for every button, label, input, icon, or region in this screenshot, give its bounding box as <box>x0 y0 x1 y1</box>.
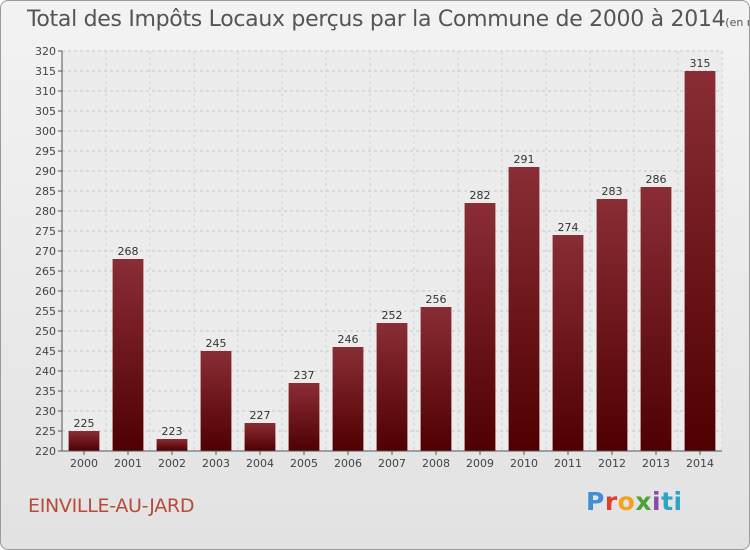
x-tick-label: 2008 <box>422 457 450 470</box>
data-label: 223 <box>162 425 183 438</box>
y-tick-label: 295 <box>35 145 56 158</box>
bar <box>420 307 452 451</box>
logo-letter: o <box>617 487 636 516</box>
x-tick-label: 2013 <box>642 457 670 470</box>
logo-letter: r <box>604 487 618 516</box>
x-tick-label: 2001 <box>114 457 142 470</box>
data-label: 315 <box>690 57 711 70</box>
bar <box>112 259 144 451</box>
data-label: 291 <box>514 153 535 166</box>
bar <box>244 423 276 451</box>
y-tick-label: 300 <box>35 125 56 138</box>
proxiti-logo: Proxiti <box>586 487 683 516</box>
x-tick-label: 2012 <box>598 457 626 470</box>
x-tick-label: 2010 <box>510 457 538 470</box>
bar <box>332 347 364 451</box>
y-tick-label: 245 <box>35 345 56 358</box>
data-label: 246 <box>338 333 359 346</box>
data-label: 283 <box>602 185 623 198</box>
x-tick-label: 2000 <box>70 457 98 470</box>
y-tick-label: 260 <box>35 285 56 298</box>
x-tick-label: 2011 <box>554 457 582 470</box>
bar <box>508 167 540 451</box>
data-label: 268 <box>118 245 139 258</box>
data-label: 286 <box>646 173 667 186</box>
x-tick-label: 2002 <box>158 457 186 470</box>
data-label: 274 <box>558 221 579 234</box>
x-tick-label: 2004 <box>246 457 274 470</box>
chart-title-unit: (en milliers d'€) <box>725 16 749 29</box>
y-tick-label: 265 <box>35 265 56 278</box>
y-tick-label: 230 <box>35 405 56 418</box>
x-tick-label: 2009 <box>466 457 494 470</box>
y-tick-label: 280 <box>35 205 56 218</box>
y-tick-label: 315 <box>35 65 56 78</box>
logo-letter: ti <box>661 487 683 516</box>
x-tick-label: 2005 <box>290 457 318 470</box>
bar <box>464 203 496 451</box>
y-tick-label: 305 <box>35 105 56 118</box>
y-tick-label: 255 <box>35 305 56 318</box>
chart-title-main: Total des Impôts Locaux perçus par la Co… <box>27 7 726 32</box>
y-tick-label: 240 <box>35 365 56 378</box>
y-tick-label: 250 <box>35 325 56 338</box>
bar-layer: 225 268 223 245 227 237 246 252 256 282 291 274 283 2… <box>68 57 716 451</box>
y-tick-label: 290 <box>35 165 56 178</box>
bar <box>596 199 628 451</box>
chart-title: Total des Impôts Locaux perçus par la Co… <box>27 7 749 32</box>
data-label: 256 <box>426 293 447 306</box>
bar <box>200 351 232 451</box>
logo-letter: P <box>586 487 605 516</box>
y-tick-label: 320 <box>35 45 56 58</box>
y-tick-label: 285 <box>35 185 56 198</box>
data-label: 227 <box>250 409 271 422</box>
bar <box>68 431 100 451</box>
y-tick-label: 220 <box>35 445 56 458</box>
data-label: 282 <box>470 189 491 202</box>
x-tick-label: 2006 <box>334 457 362 470</box>
y-tick-label: 270 <box>35 245 56 258</box>
x-tick-label: 2003 <box>202 457 230 470</box>
bar <box>684 71 716 451</box>
bar <box>376 323 408 451</box>
x-tick-label: 2007 <box>378 457 406 470</box>
y-tick-label: 275 <box>35 225 56 238</box>
y-tick-label: 235 <box>35 385 56 398</box>
bar <box>288 383 320 451</box>
bar <box>640 187 672 451</box>
x-tick-label: 2014 <box>686 457 714 470</box>
logo-letter: i <box>652 487 662 516</box>
y-tick-label: 310 <box>35 85 56 98</box>
data-label: 237 <box>294 369 315 382</box>
data-label: 245 <box>206 337 227 350</box>
logo-letter: x <box>635 487 652 516</box>
axis-layer: 220 225 230 235 240 245 250 255 260 265 270 275 280 2… <box>35 45 722 470</box>
y-tick-label: 225 <box>35 425 56 438</box>
bar <box>552 235 584 451</box>
data-label: 252 <box>382 309 403 322</box>
data-label: 225 <box>74 417 95 430</box>
bar <box>156 439 188 451</box>
commune-name: EINVILLE-AU-JARD <box>28 495 195 517</box>
